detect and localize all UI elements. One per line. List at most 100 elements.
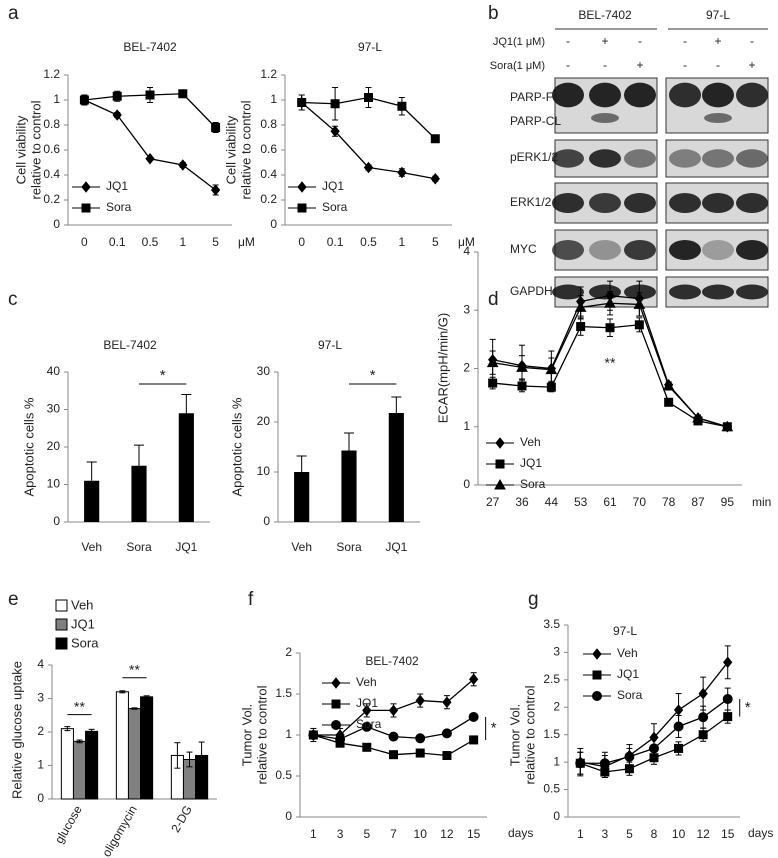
- blot-band: [552, 149, 584, 168]
- legend-marker: [592, 648, 602, 660]
- sign: +: [714, 34, 721, 48]
- y-tick-label: 3: [553, 645, 560, 659]
- point: [442, 696, 452, 709]
- panel-label: d: [488, 289, 499, 310]
- x-tick-label: 5: [626, 827, 633, 841]
- x-tick-label: 36: [515, 495, 529, 509]
- point: [575, 758, 586, 769]
- point: [112, 109, 122, 121]
- x-tick-label: 0: [81, 235, 88, 249]
- sign: +: [601, 34, 608, 48]
- point: [178, 159, 188, 171]
- y-tick-label: 20: [257, 414, 271, 428]
- point: [389, 750, 398, 760]
- y-tick-label: 0.8: [43, 117, 60, 131]
- x-tick-label: Veh: [291, 540, 312, 554]
- blot-band: [552, 193, 584, 213]
- x-tick-label: 12: [696, 827, 710, 841]
- point: [308, 730, 319, 740]
- point: [633, 298, 646, 309]
- y-tick-label: 1: [270, 92, 277, 106]
- y-tick-label: 0: [53, 217, 60, 231]
- legend-label: JQ1: [520, 456, 542, 470]
- treatment: Sora(1 μM): [490, 60, 545, 72]
- sig-label: *: [370, 367, 376, 384]
- point: [599, 758, 610, 769]
- legend-marker: [592, 691, 602, 701]
- x-tick-label: 5: [363, 827, 370, 841]
- y-tick-label: 0.6: [43, 142, 60, 156]
- protein-label: GAPDH: [510, 284, 553, 298]
- bar: [84, 480, 100, 522]
- bar: [60, 728, 74, 800]
- point: [362, 742, 372, 752]
- point: [211, 123, 221, 132]
- y-tick-label: 30: [257, 364, 271, 378]
- x-tick-label: 70: [633, 495, 647, 509]
- point: [545, 363, 558, 375]
- protein-label: pERK1/2: [510, 150, 558, 164]
- treatment: JQ1(1 μM): [493, 36, 545, 48]
- legend-label: Sora: [106, 200, 132, 214]
- point: [415, 694, 425, 707]
- y-tick-label: 0.2: [43, 192, 60, 206]
- blot-band: [736, 82, 768, 108]
- x-tick-label: 5: [212, 235, 219, 249]
- protein-label: MYC: [510, 242, 537, 256]
- blot-band: [624, 240, 656, 260]
- chart-title: 97-L: [613, 624, 637, 638]
- panel-label: f: [248, 589, 254, 610]
- point: [546, 382, 556, 392]
- y-axis-label: relative to control: [28, 100, 43, 199]
- x-unit: μM: [238, 235, 255, 249]
- legend-label: Sora: [71, 635, 99, 650]
- x-tick-label: 10: [414, 827, 428, 841]
- blot-band: [589, 149, 621, 168]
- y-axis-label: Cell viability: [223, 115, 238, 184]
- y-tick-label: 1: [553, 754, 560, 768]
- sign: -: [566, 34, 570, 48]
- point: [723, 656, 733, 669]
- point: [415, 748, 425, 758]
- y-tick-label: 1: [53, 92, 60, 106]
- x-tick-label: 8: [651, 827, 658, 841]
- x-tick-label: 1: [179, 235, 186, 249]
- x-tick-label: 95: [721, 495, 735, 509]
- blot-band: [736, 240, 768, 260]
- point: [698, 730, 708, 740]
- bar: [127, 708, 142, 800]
- legend-label: Sora: [520, 477, 546, 491]
- x-tick-label: 1: [310, 827, 317, 841]
- blot-band: [552, 284, 584, 300]
- x-tick-label: 3: [602, 827, 609, 841]
- y-axis-label: relative to control: [522, 685, 537, 784]
- x-tick-label: 44: [545, 495, 559, 509]
- cell-line: BEL-7402: [578, 8, 632, 22]
- sign: -: [683, 58, 687, 72]
- y-axis-label: Relative glucose uptake: [9, 661, 24, 799]
- point: [604, 297, 616, 308]
- point: [488, 378, 498, 388]
- y-tick-label: 2: [37, 724, 44, 738]
- legend-label: JQ1: [106, 179, 128, 193]
- sign: -: [603, 58, 607, 72]
- legend-marker: [81, 203, 91, 213]
- x-tick-label: JQ1: [175, 540, 197, 554]
- y-tick-label: 10: [47, 477, 61, 491]
- y-tick-label: 0: [463, 477, 470, 491]
- x-tick-label: 1: [577, 827, 584, 841]
- legend-label: JQ1: [617, 667, 639, 681]
- x-tick-label: 0.5: [142, 235, 159, 249]
- legend-marker: [331, 699, 341, 709]
- legend-marker: [331, 720, 341, 730]
- blot-band: [702, 149, 734, 168]
- y-tick-label: 20: [47, 439, 61, 453]
- legend-marker: [495, 437, 505, 449]
- chart-title: 97-L: [358, 40, 382, 54]
- protein-label: PARP-CL: [510, 114, 561, 128]
- y-axis-label: ECAR(mpH/min/G): [435, 313, 450, 424]
- y-tick-label: 1: [463, 419, 470, 433]
- point: [516, 361, 528, 372]
- blot-band: [702, 240, 734, 260]
- point: [574, 301, 587, 312]
